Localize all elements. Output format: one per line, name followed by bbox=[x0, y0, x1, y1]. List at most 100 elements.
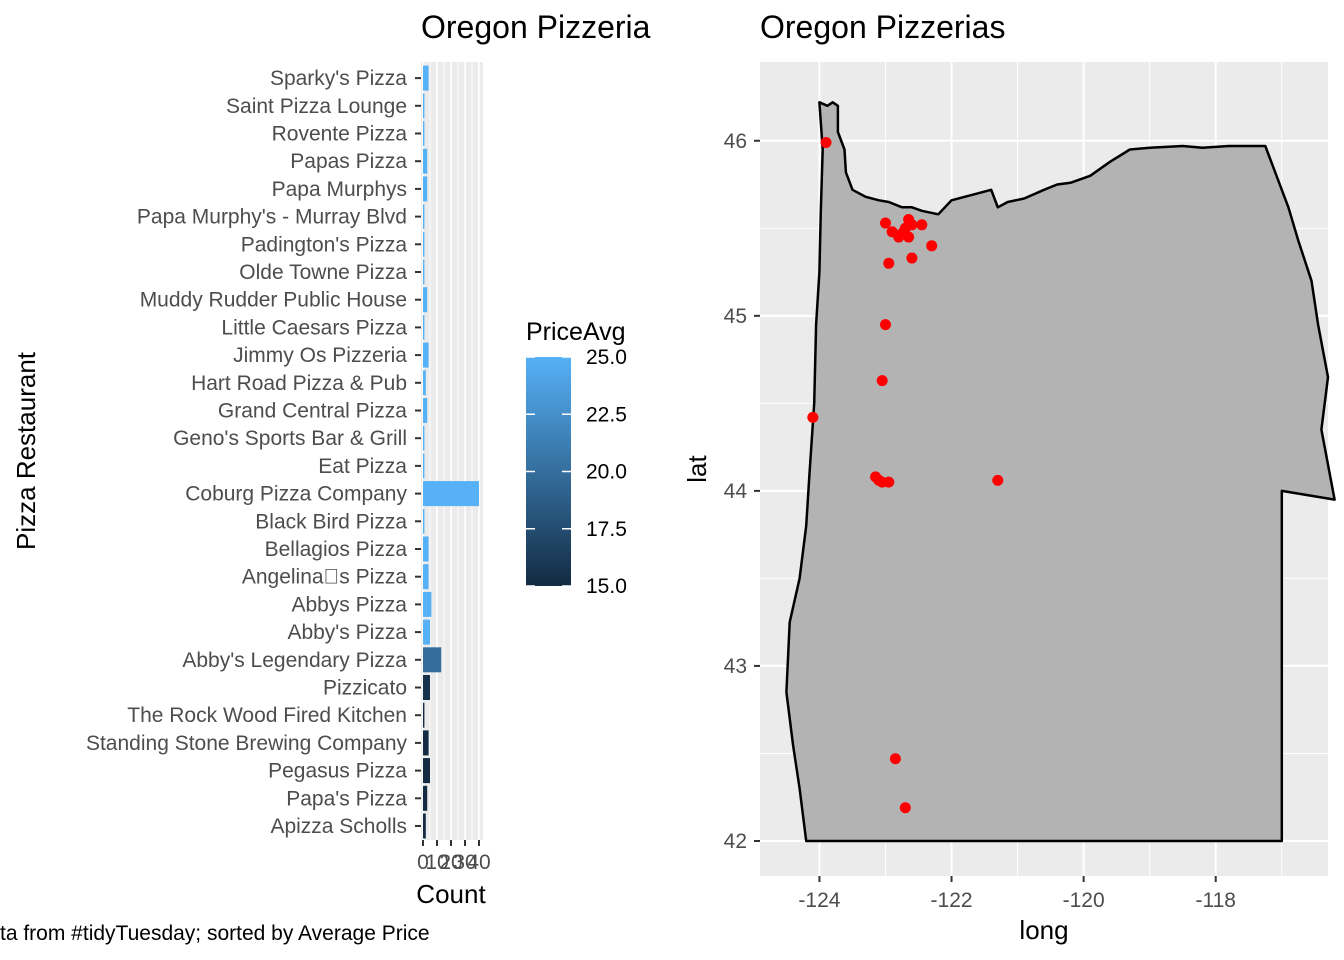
bar-category-label: Olde Towne Pizza bbox=[239, 261, 407, 284]
pizzeria-point bbox=[906, 219, 918, 231]
bar-category-label: Bellagios Pizza bbox=[265, 538, 408, 561]
bar-x-tick-label: 0 bbox=[417, 851, 429, 874]
legend-title: PriceAvg bbox=[526, 318, 626, 346]
bars bbox=[423, 65, 479, 839]
legend-label: 22.5 bbox=[586, 403, 627, 426]
bar-panel bbox=[421, 62, 483, 840]
pizzeria-point bbox=[992, 474, 1004, 486]
map-y-tick-label: 43 bbox=[724, 655, 747, 678]
map-x-tick-label: -120 bbox=[1063, 889, 1105, 912]
bar-category-label: Papa Murphys bbox=[272, 178, 407, 201]
bar bbox=[423, 231, 425, 257]
bar bbox=[423, 259, 425, 285]
bar-x-tick-label: 10 bbox=[425, 851, 448, 874]
map-y-tick-label: 45 bbox=[724, 305, 747, 328]
bar-category-label: Standing Stone Brewing Company bbox=[86, 732, 408, 755]
bar bbox=[423, 730, 429, 756]
legend-label: 25.0 bbox=[586, 346, 627, 369]
bar-category-label: Rovente Pizza bbox=[272, 123, 408, 146]
bar-category-label: Grand Central Pizza bbox=[218, 400, 407, 423]
bar-category-label: Sparky's Pizza bbox=[270, 67, 407, 90]
pizzeria-point bbox=[879, 319, 891, 331]
pizzeria-point bbox=[870, 471, 882, 483]
pizzeria-point bbox=[926, 240, 938, 252]
bar-category-label: Papas Pizza bbox=[290, 150, 407, 173]
bar bbox=[423, 204, 425, 230]
pizzeria-point bbox=[820, 137, 832, 149]
bar bbox=[423, 342, 429, 368]
bar-category-label: Coburg Pizza Company bbox=[185, 483, 407, 506]
legend-label: 17.5 bbox=[586, 518, 627, 541]
pizzeria-point bbox=[903, 231, 915, 243]
oregon-outline bbox=[785, 101, 1336, 843]
pizzeria-point bbox=[906, 252, 918, 264]
pizzeria-point bbox=[916, 219, 928, 231]
pizzeria-point bbox=[879, 217, 891, 229]
bar bbox=[423, 481, 479, 507]
bar bbox=[423, 564, 429, 590]
pizzeria-point bbox=[876, 375, 888, 387]
bar bbox=[423, 813, 426, 839]
legend-label: 15.0 bbox=[586, 575, 627, 598]
bar bbox=[423, 65, 429, 91]
bar-category-label: Little Caesars Pizza bbox=[221, 316, 407, 339]
map-x-tick-label: -122 bbox=[931, 889, 973, 912]
bar-category-label: Saint Pizza Lounge bbox=[226, 95, 407, 118]
bar bbox=[423, 121, 425, 146]
bar-x-axis-title: Count bbox=[416, 879, 486, 909]
bar-category-label: Muddy Rudder Public House bbox=[140, 289, 407, 312]
map-chart: Oregon Pizzerias -124 -122 -120 -118 42 43 44 4… bbox=[682, 9, 1336, 945]
pizzeria-point bbox=[883, 476, 895, 488]
price-legend: PriceAvg 25.0 22.5 20.0 17.5 15.0 bbox=[526, 318, 627, 598]
bar bbox=[423, 314, 425, 340]
legend-ticks: 25.0 22.5 20.0 17.5 15.0 bbox=[526, 346, 627, 598]
bar-category-label: Abbys Pizza bbox=[291, 593, 407, 616]
bar-category-label: Papa Murphy's - Murray Blvd bbox=[137, 206, 407, 229]
bar-category-label: Abby's Pizza bbox=[287, 621, 407, 644]
bar bbox=[423, 758, 430, 784]
bar bbox=[423, 370, 426, 396]
map-axis-ticks: -124 -122 -120 -118 42 43 44 45 46 bbox=[724, 130, 1236, 912]
bar-category-label: Jimmy Os Pizzeria bbox=[233, 344, 407, 367]
bar-category-label: Hart Road Pizza & Pub bbox=[191, 372, 407, 395]
bar-x-tick-label: 20 bbox=[439, 851, 462, 874]
bar bbox=[423, 176, 428, 202]
bar-category-label: Angelina s Pizza bbox=[242, 566, 407, 589]
caption: ta from #tidyTuesday; sorted by Average … bbox=[0, 922, 430, 945]
map-x-axis-title: long bbox=[1019, 915, 1068, 945]
map-y-tick-label: 46 bbox=[724, 130, 747, 153]
bar bbox=[423, 93, 425, 119]
bar bbox=[423, 287, 428, 313]
bar bbox=[423, 619, 430, 645]
bar-chart: Oregon Pizzeria Apizza Scholls Papa's Piz… bbox=[11, 9, 651, 909]
bar bbox=[423, 647, 442, 673]
map-y-tick-label: 42 bbox=[724, 830, 747, 853]
map-y-axis-title: lat bbox=[682, 454, 712, 482]
bar bbox=[423, 536, 429, 562]
bar bbox=[423, 453, 425, 479]
bar bbox=[423, 591, 432, 617]
legend-label: 20.0 bbox=[586, 461, 627, 484]
bar-category-label: Black Bird Pizza bbox=[255, 510, 407, 533]
map-x-tick-label: -118 bbox=[1195, 889, 1235, 912]
map-chart-title: Oregon Pizzerias bbox=[760, 9, 1005, 45]
bar-category-label: Eat Pizza bbox=[318, 455, 407, 478]
bar-x-tick-label: 40 bbox=[467, 851, 490, 874]
pizzeria-point bbox=[807, 411, 819, 423]
map-y-tick-label: 44 bbox=[724, 480, 748, 503]
bar-y-axis-title: Pizza Restaurant bbox=[11, 351, 41, 550]
bar-category-label: The Rock Wood Fired Kitchen bbox=[127, 704, 407, 727]
map-x-tick-label: -124 bbox=[798, 889, 840, 912]
bar-x-tick-label: 30 bbox=[453, 851, 476, 874]
bar bbox=[423, 398, 428, 423]
bar bbox=[423, 148, 428, 174]
pizzeria-point bbox=[899, 802, 911, 814]
pizzeria-point bbox=[883, 257, 895, 269]
bar bbox=[423, 785, 428, 811]
bar-category-label: Papa's Pizza bbox=[286, 787, 407, 810]
bar-category-labels: Apizza Scholls Papa's Pizza Pegasus Pizza S… bbox=[86, 67, 421, 838]
bar bbox=[423, 702, 425, 728]
bar-category-label: Apizza Scholls bbox=[270, 815, 407, 838]
